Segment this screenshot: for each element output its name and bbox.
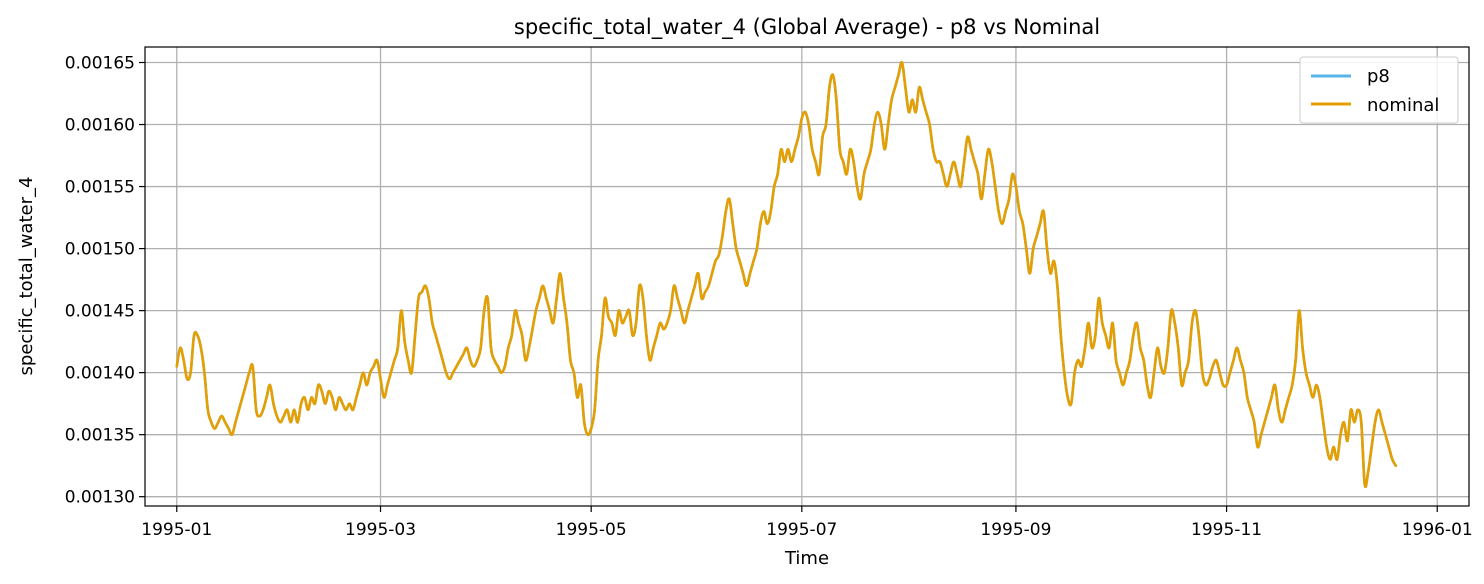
x-tick-label: 1995-05 xyxy=(556,520,627,540)
legend: p8 nominal xyxy=(1299,56,1459,124)
y-tick-label: 0.00135 xyxy=(65,426,135,446)
y-tick-label: 0.00145 xyxy=(65,302,135,322)
y-axis-label: specific_total_water_4 xyxy=(16,177,37,376)
legend-label-nominal: nominal xyxy=(1367,95,1439,116)
x-tick-label: 1995-01 xyxy=(141,520,212,540)
x-tick-label: 1995-03 xyxy=(345,520,416,540)
series-lines xyxy=(175,60,1398,489)
y-tick-label: 0.00165 xyxy=(65,54,135,74)
x-tick-label: 1996-01 xyxy=(1402,520,1473,540)
x-axis-label: Time xyxy=(784,548,829,569)
y-tick-label: 0.00160 xyxy=(65,116,135,136)
y-tick-label: 0.00155 xyxy=(65,178,135,198)
y-tick-label: 0.00140 xyxy=(65,364,135,384)
x-tick-label: 1995-07 xyxy=(766,520,837,540)
plot-frame xyxy=(144,46,1470,507)
x-axis: 1995-01 1995-03 1995-05 1995-07 1995-09 1995-… xyxy=(141,506,1473,540)
y-tick-label: 0.00150 xyxy=(65,240,135,260)
y-axis: 0.00130 0.00135 0.00140 0.00145 0.00150 0.001… xyxy=(65,54,145,508)
x-tick-label: 1995-11 xyxy=(1191,520,1262,540)
series-line-nominal xyxy=(175,60,1398,489)
chart-title: specific_total_water_4 (Global Average) … xyxy=(514,15,1100,40)
grid-lines xyxy=(145,47,1469,506)
legend-box xyxy=(1299,56,1459,124)
series-line-p8 xyxy=(175,60,1398,489)
y-tick-label: 0.00130 xyxy=(65,488,135,508)
legend-label-p8: p8 xyxy=(1367,66,1390,87)
x-tick-label: 1995-09 xyxy=(980,520,1051,540)
